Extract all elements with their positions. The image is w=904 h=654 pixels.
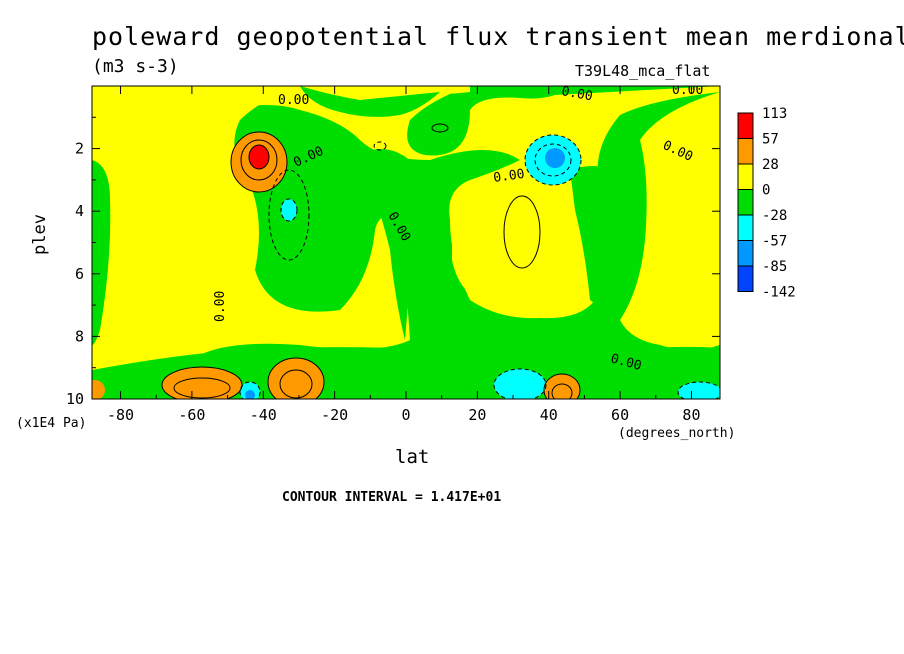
contour-line	[543, 373, 581, 399]
contour-line	[248, 144, 270, 170]
contour-line	[431, 123, 449, 133]
contour-line	[161, 366, 243, 399]
contour-line	[239, 381, 261, 399]
negative-region-upper-mid	[300, 86, 440, 117]
x-axis-label: lat	[395, 446, 430, 468]
plot-fields: 0.00 0.00 0.00 0.00 0.00 0.00 0.00 0.00 …	[92, 83, 720, 399]
contour-label: 0.00	[213, 291, 228, 322]
contour-line	[279, 369, 313, 399]
x-tick-label: -40	[250, 406, 277, 424]
colorbar-swatch	[737, 138, 754, 165]
colorbar-swatch	[737, 265, 754, 292]
x-tick-label: 20	[468, 406, 486, 424]
max-region-south-surface-b	[162, 367, 242, 399]
min-region-north-surface	[494, 369, 546, 399]
contour-line	[230, 131, 288, 193]
x-tick-label: 60	[611, 406, 629, 424]
y-tick-label: 6	[75, 265, 84, 283]
colorbar-swatch	[737, 214, 754, 241]
colorbar-swatch	[737, 240, 754, 267]
positive-region-north	[620, 92, 720, 350]
colorbar-label: 0	[762, 183, 770, 199]
colorbar-label: -57	[762, 234, 787, 250]
x-tick-label: -20	[321, 406, 348, 424]
max-region-north-surface	[544, 374, 580, 399]
contour-label: 0.00	[492, 167, 525, 186]
colorbar-label: -28	[762, 208, 787, 224]
x-axis-units: (degrees_north)	[618, 426, 736, 441]
colorbar-swatch	[737, 163, 754, 190]
max-region-south-edge	[92, 380, 105, 399]
negative-region-west-edge	[92, 160, 111, 345]
contour-line	[524, 134, 582, 186]
negative-contour-lines	[239, 134, 720, 399]
y-tick-label: 8	[75, 327, 84, 345]
contour-label: 0.00	[560, 84, 593, 104]
contour-line	[240, 139, 278, 181]
min-region-south-surface-core	[245, 390, 255, 399]
colorbar-swatch	[737, 189, 754, 216]
x-tick-label: 80	[682, 406, 700, 424]
x-tick-label: -80	[107, 406, 134, 424]
contour-line	[503, 195, 541, 269]
positive-region-east-mid	[452, 178, 572, 313]
colorbar-swatch	[737, 112, 754, 139]
min-region-south-mid	[281, 199, 297, 221]
colorbar-label: 28	[762, 157, 779, 173]
colorbar-label: -85	[762, 259, 787, 275]
contour-line	[280, 198, 298, 222]
max-region-south-upper-core	[249, 145, 269, 169]
colorbar-label: 57	[762, 132, 779, 148]
contour-interval: CONTOUR INTERVAL = 1.417E+01	[282, 490, 502, 505]
contour-label: 0.00	[278, 93, 309, 108]
contour-line	[373, 141, 387, 151]
min-region-north-upper-core	[545, 148, 565, 168]
contour-line	[173, 377, 231, 399]
x-tick-label: 40	[540, 406, 558, 424]
negative-region-north-mid	[570, 166, 625, 303]
max-region-south-surface-a	[268, 358, 324, 399]
x-tick-label: -60	[178, 406, 205, 424]
contour-lines	[161, 123, 581, 399]
colorbar: 113 57 28 0 -28 -57 -85 -142	[737, 106, 796, 301]
contour-line	[534, 143, 572, 177]
y-axis-units: (x1E4 Pa)	[16, 416, 87, 431]
x-tick-label: 0	[401, 406, 410, 424]
positive-region-west-mid	[92, 135, 227, 346]
contour-line	[551, 383, 573, 399]
contour-label: 0.00	[672, 83, 703, 98]
axes: -80 -60 -40 -20 0 20 40 60 80 2 4 6 8 10	[66, 86, 720, 424]
chart-units: (m3 s-3)	[92, 56, 179, 77]
y-tick-label: 4	[75, 202, 84, 220]
y-tick-label: 2	[75, 140, 84, 158]
contour-line	[493, 368, 547, 399]
run-id: T39L48_mca_flat	[575, 62, 711, 80]
negative-region-equator	[372, 149, 417, 340]
min-region-north-edge	[678, 382, 720, 399]
contour-line	[267, 357, 325, 399]
colorbar-label: -142	[762, 285, 796, 301]
chart-title: poleward geopotential flux transient mea…	[92, 22, 904, 51]
positive-region-upper-left	[230, 86, 470, 95]
colorbar-label: 113	[762, 106, 787, 122]
y-tick-label: 10	[66, 390, 84, 408]
contour-line	[677, 381, 720, 399]
contour-line	[268, 169, 310, 261]
